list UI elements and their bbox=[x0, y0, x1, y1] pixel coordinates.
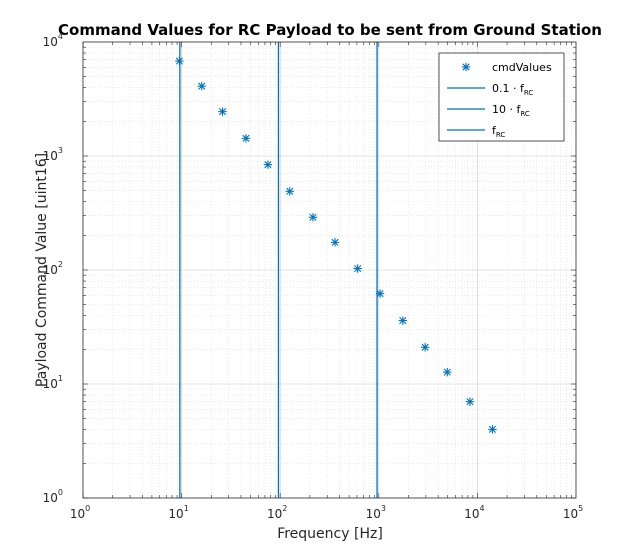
data-point bbox=[420, 343, 430, 352]
axis-ticks bbox=[82, 42, 576, 499]
x-tick-labels: 100 101 102 103 104 105 bbox=[70, 504, 583, 521]
data-point bbox=[353, 264, 362, 273]
grid bbox=[83, 42, 576, 498]
x-tick-label: 104 bbox=[464, 504, 484, 521]
data-point bbox=[241, 134, 251, 143]
x-tick-label: 101 bbox=[168, 504, 188, 521]
legend-box bbox=[438, 52, 565, 142]
data-point bbox=[218, 107, 227, 116]
legend-label: cmdValues bbox=[492, 61, 552, 74]
data-point bbox=[443, 367, 452, 377]
chart-title: Command Values for RC Payload to be sent… bbox=[58, 21, 602, 39]
data-point bbox=[197, 81, 206, 91]
legend-label: 0.1 · fRC bbox=[492, 82, 533, 97]
data-point bbox=[308, 213, 318, 222]
x-axis-label: Frequency [Hz] bbox=[277, 526, 383, 542]
data-point bbox=[398, 316, 407, 325]
data-point bbox=[465, 397, 475, 406]
data-point bbox=[330, 238, 340, 247]
data-point bbox=[375, 289, 385, 298]
data-markers bbox=[175, 56, 497, 434]
reference-lines bbox=[179, 42, 378, 498]
legend-marker bbox=[461, 62, 471, 72]
x-tick-label: 103 bbox=[366, 504, 386, 521]
data-point bbox=[285, 187, 294, 196]
x-tick-label: 102 bbox=[267, 504, 287, 521]
y-axis-label: Payload Command Value [uint16] bbox=[34, 153, 50, 387]
data-point bbox=[263, 160, 273, 169]
data-point bbox=[488, 425, 497, 434]
data-point bbox=[175, 56, 184, 66]
